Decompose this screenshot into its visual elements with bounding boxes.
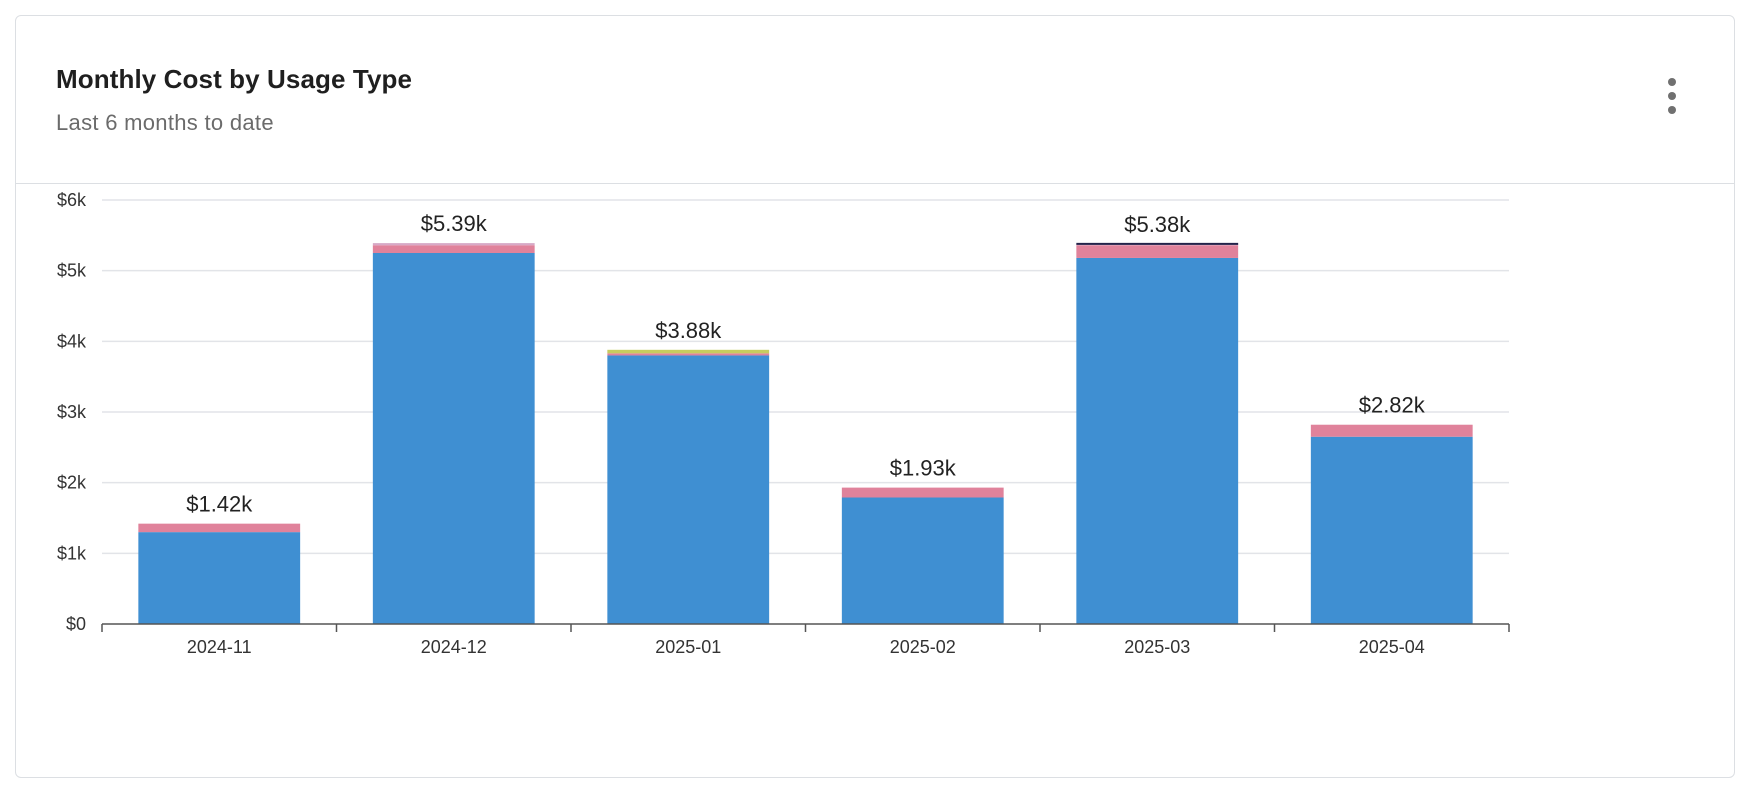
bar-segment	[1076, 245, 1239, 258]
more-vertical-icon[interactable]	[1662, 78, 1682, 118]
bar-segment	[138, 523, 301, 533]
x-tick-label: 2025-04	[1359, 637, 1425, 657]
y-tick-label: $2k	[57, 473, 87, 493]
bar-segment	[138, 532, 301, 624]
bar-segment	[372, 253, 535, 624]
chart-area: $0 $1k $2k $3k $4k $5k $6k $1.42k 2024-11 $5.39k 2…	[16, 184, 1736, 779]
chart-title: Monthly Cost by Usage Type	[56, 64, 413, 94]
bar-segment	[607, 355, 770, 624]
bar-segment	[1310, 436, 1473, 624]
bar-segment	[1076, 257, 1239, 624]
chart-card: Monthly Cost by Usage Type Last 6 months…	[15, 15, 1735, 778]
bar-segment	[841, 497, 1004, 624]
chart-subtitle: Last 6 months to date	[56, 110, 274, 135]
bar-total-label: $5.38k	[1124, 212, 1191, 237]
bar-segment	[841, 487, 1004, 498]
card-header: Monthly Cost by Usage Type Last 6 months…	[16, 16, 1734, 184]
x-tick-label: 2024-11	[187, 637, 252, 657]
x-tick-label: 2025-03	[1124, 637, 1190, 657]
bar-total-label: $3.88k	[655, 318, 722, 343]
bar-segment	[372, 245, 535, 253]
y-tick-label: $5k	[57, 261, 87, 281]
bar-total-label: $5.39k	[421, 211, 488, 236]
y-tick-label: $3k	[57, 402, 87, 422]
bar-segment	[607, 353, 770, 356]
bar-total-label: $1.93k	[890, 456, 957, 481]
x-tick-label: 2025-01	[655, 637, 721, 657]
bar-segment	[1310, 424, 1473, 437]
x-tick-label: 2025-02	[890, 637, 956, 657]
y-tick-label: $4k	[57, 331, 87, 351]
y-tick-label: $1k	[57, 543, 87, 563]
x-tick-label: 2024-12	[421, 637, 487, 657]
bar-total-label: $2.82k	[1359, 393, 1426, 418]
bar-segment	[372, 243, 535, 246]
y-tick-label: $6k	[57, 190, 87, 210]
bar-total-label: $1.42k	[186, 492, 253, 517]
y-tick-label: $0	[66, 614, 86, 634]
bar-segment	[607, 349, 770, 354]
stacked-bar-chart: $0 $1k $2k $3k $4k $5k $6k $1.42k 2024-11 $5.39k 2…	[57, 190, 1510, 657]
